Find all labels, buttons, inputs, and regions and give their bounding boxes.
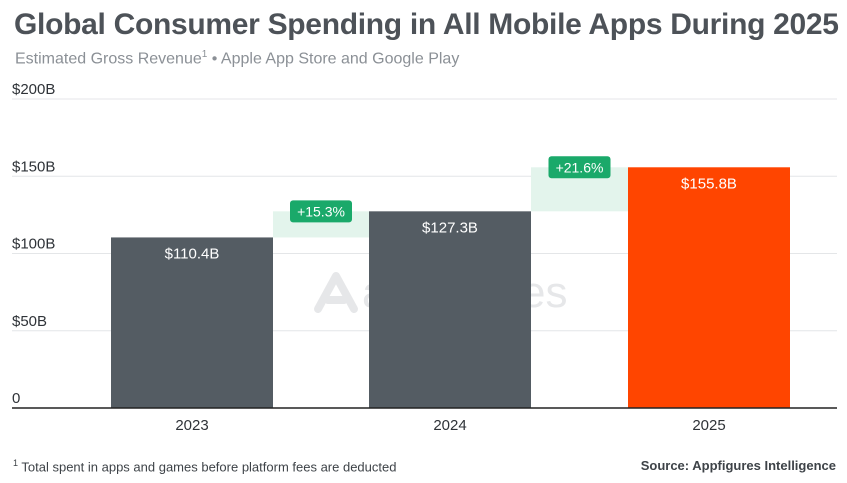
- growth-label: +15.3%: [297, 203, 345, 219]
- appfigures-logo-icon: [314, 272, 358, 313]
- chart-title: Global Consumer Spending in All Mobile A…: [14, 8, 839, 41]
- y-tick-label: $200B: [12, 81, 55, 98]
- data-label: $127.3B: [422, 219, 478, 236]
- chart-subtitle: Estimated Gross Revenue1 • Apple App Sto…: [15, 49, 459, 68]
- x-tick-label: 2025: [692, 417, 725, 434]
- x-tick-label: 2024: [433, 417, 466, 434]
- growth-badge: [548, 156, 611, 179]
- bar: [111, 237, 273, 408]
- footnote: 1 Total spent in apps and games before p…: [13, 458, 396, 474]
- subtitle-main: Estimated Gross Revenue: [15, 50, 202, 68]
- bar: [628, 167, 790, 408]
- y-tick-label: $50B: [12, 313, 47, 330]
- growth-label: +21.6%: [556, 159, 604, 175]
- subtitle-rest: • Apple App Store and Google Play: [207, 50, 460, 68]
- x-tick-label: 2023: [175, 417, 208, 434]
- y-tick-label: 0: [12, 390, 20, 407]
- footnote-number: 1: [13, 458, 19, 468]
- footnote-text: Total spent in apps and games before pla…: [18, 459, 397, 475]
- data-label: $155.8B: [681, 175, 737, 192]
- source-credit: Source: Appfigures Intelligence: [640, 458, 836, 473]
- bar: [369, 211, 531, 408]
- data-label: $110.4B: [165, 245, 220, 262]
- y-tick-label: $100B: [12, 236, 55, 253]
- footnote-marker: 1: [201, 49, 208, 60]
- y-tick-label: $150B: [12, 158, 55, 175]
- growth-badge: [290, 200, 352, 223]
